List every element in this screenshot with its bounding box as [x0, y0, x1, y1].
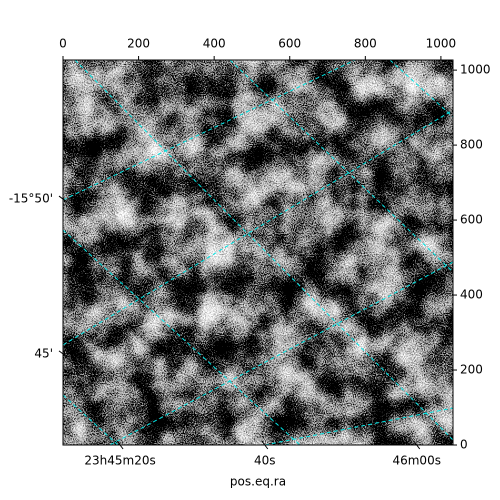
sky-image	[63, 60, 453, 445]
ra-tick-label: 40s	[254, 454, 276, 468]
x-tick-label: 800	[354, 37, 377, 51]
x-tick-label: 1000	[426, 37, 457, 51]
dec-tick-label: 45'	[34, 346, 53, 360]
dec-tick	[58, 350, 68, 358]
y-tick-label: 800	[460, 138, 483, 152]
plot-frame	[62, 59, 454, 446]
x-tick-label: 0	[59, 37, 67, 51]
y-tick-label: 600	[460, 213, 483, 227]
ra-tick	[116, 440, 124, 450]
y-tick-label: 0	[460, 438, 468, 452]
coordinate-grid	[63, 60, 453, 445]
dec-tick	[58, 195, 68, 203]
y-tick-label: 1000	[460, 63, 491, 77]
x-axis-label: pos.eq.ra	[230, 475, 286, 489]
x-tick-label: 200	[127, 37, 150, 51]
ra-tick	[413, 440, 421, 450]
x-tick-label: 600	[278, 37, 301, 51]
ra-tick	[261, 440, 269, 450]
ra-tick-label: 23h45m20s	[84, 454, 155, 468]
x-tick-label: 400	[203, 37, 226, 51]
y-tick-label: 200	[460, 363, 483, 377]
y-tick-label: 400	[460, 288, 483, 302]
dec-tick-label: -15°50'	[9, 192, 53, 206]
ra-tick-label: 46m00s	[392, 454, 440, 468]
